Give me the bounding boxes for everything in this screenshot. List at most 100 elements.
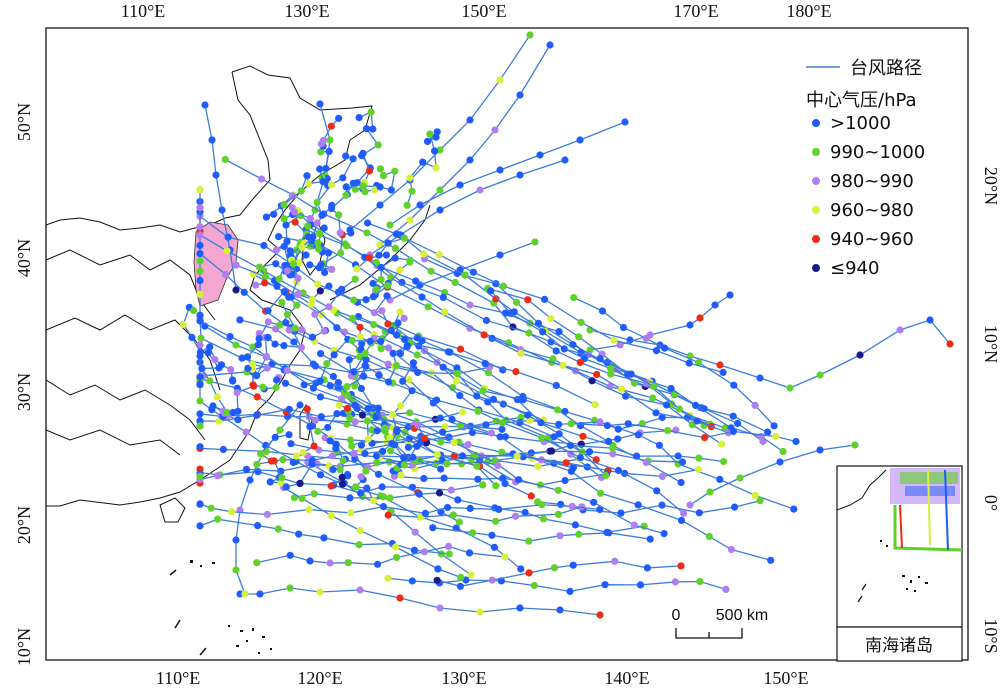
track-point — [292, 452, 301, 460]
track-point — [282, 319, 290, 327]
track-point — [317, 140, 325, 148]
track-point — [333, 324, 341, 332]
track-point — [627, 370, 635, 378]
track-point — [196, 422, 204, 430]
track-point — [400, 314, 408, 322]
track-point — [436, 186, 444, 194]
track-point — [453, 364, 461, 372]
track-point — [392, 543, 400, 551]
track-point — [384, 239, 392, 247]
track-point — [370, 186, 379, 194]
track-point — [196, 410, 204, 418]
track-point — [324, 423, 332, 432]
track-point — [610, 336, 618, 344]
track-point — [280, 215, 288, 223]
track-point — [270, 210, 278, 218]
track-point — [374, 560, 382, 568]
track-point — [516, 604, 524, 612]
track-point — [206, 377, 214, 385]
track-point — [433, 576, 441, 584]
track-point — [649, 394, 657, 402]
track-point — [400, 234, 408, 242]
track-point — [325, 282, 333, 290]
track-point — [779, 447, 787, 456]
track-point — [372, 285, 380, 293]
track-point — [387, 326, 395, 334]
track-point — [566, 441, 575, 450]
track-point — [285, 405, 293, 413]
track-point — [495, 505, 503, 513]
track-point — [198, 364, 206, 373]
track-point — [342, 191, 350, 199]
track-point — [303, 172, 311, 180]
track-point — [272, 246, 281, 254]
track-point — [356, 489, 365, 497]
track-point — [226, 333, 234, 341]
track-point — [454, 496, 462, 504]
typhoon-track-line — [235, 404, 301, 595]
track-point — [285, 326, 293, 334]
track-point — [316, 588, 324, 596]
track-point — [273, 376, 281, 384]
track-point — [385, 378, 393, 386]
track-point — [330, 351, 338, 359]
track-point — [285, 293, 293, 301]
track-point — [356, 526, 364, 535]
track-point — [484, 369, 493, 377]
track-point — [729, 427, 738, 435]
track-point — [570, 294, 578, 302]
track-point — [488, 531, 496, 539]
track-point — [363, 417, 371, 425]
track-point — [314, 280, 322, 288]
track-point — [429, 524, 437, 532]
track-point — [384, 574, 392, 582]
track-point — [562, 459, 570, 467]
track-point — [293, 301, 301, 309]
track-point — [494, 462, 502, 470]
track-point — [516, 418, 524, 426]
south-sea-islands — [169, 560, 272, 656]
track-point — [365, 254, 373, 262]
track-point — [397, 471, 405, 479]
track-point — [357, 384, 365, 393]
track-point — [555, 328, 563, 336]
track-point — [614, 435, 622, 443]
track-point — [346, 436, 354, 444]
track-point — [317, 413, 325, 421]
track-point — [511, 512, 520, 520]
track-point — [487, 287, 495, 295]
track-point — [525, 569, 533, 577]
track-point — [396, 594, 404, 602]
track-point — [596, 505, 604, 514]
track-point — [363, 229, 371, 237]
track-point — [328, 452, 336, 460]
track-point — [569, 561, 577, 569]
track-point — [326, 382, 334, 390]
track-point — [196, 381, 204, 389]
bottom-label-150e: 150°E — [763, 668, 808, 688]
track-point — [349, 314, 357, 322]
left-label-10n: 10°N — [14, 628, 34, 666]
track-point — [303, 405, 311, 413]
track-point — [236, 316, 244, 324]
track-point — [343, 420, 351, 428]
track-point — [596, 355, 604, 363]
track-point — [355, 541, 363, 549]
track-point — [256, 263, 264, 271]
track-point — [487, 429, 495, 437]
track-point — [277, 479, 285, 487]
track-point — [311, 416, 319, 424]
track-point — [439, 428, 447, 436]
track-point — [377, 263, 385, 272]
track-point — [548, 447, 556, 455]
track-point — [288, 270, 296, 279]
track-point — [347, 509, 355, 517]
track-point — [436, 206, 444, 214]
track-point — [693, 417, 701, 425]
track-point — [196, 373, 204, 381]
track-point — [326, 136, 334, 144]
track-point — [283, 310, 291, 318]
track-point — [660, 530, 668, 538]
track-point — [527, 492, 535, 500]
track-point — [403, 201, 411, 209]
